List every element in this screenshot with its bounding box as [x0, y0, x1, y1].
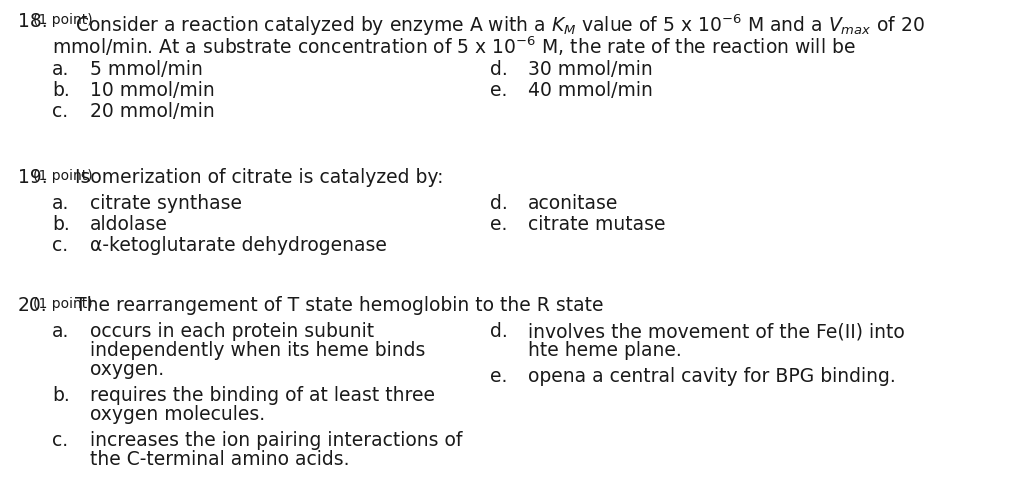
Text: citrate mutase: citrate mutase: [528, 215, 666, 234]
Text: a.: a.: [52, 60, 70, 79]
Text: (1 point): (1 point): [33, 169, 92, 183]
Text: e.: e.: [490, 367, 507, 386]
Text: 18.: 18.: [18, 12, 48, 31]
Text: e.: e.: [490, 215, 507, 234]
Text: (1 point): (1 point): [33, 297, 92, 311]
Text: d.: d.: [490, 322, 508, 341]
Text: d.: d.: [490, 194, 508, 213]
Text: oxygen molecules.: oxygen molecules.: [90, 405, 265, 424]
Text: 40 mmol/min: 40 mmol/min: [528, 81, 653, 100]
Text: independently when its heme binds: independently when its heme binds: [90, 341, 425, 360]
Text: citrate synthase: citrate synthase: [90, 194, 242, 213]
Text: the C-terminal amino acids.: the C-terminal amino acids.: [90, 450, 349, 469]
Text: aldolase: aldolase: [90, 215, 168, 234]
Text: increases the ion pairing interactions of: increases the ion pairing interactions o…: [90, 431, 463, 450]
Text: mmol/min. At a substrate concentration of 5 x 10$^{-6}$ M, the rate of the react: mmol/min. At a substrate concentration o…: [52, 34, 856, 57]
Text: 5 mmol/min: 5 mmol/min: [90, 60, 203, 79]
Text: b.: b.: [52, 386, 70, 405]
Text: c.: c.: [52, 431, 69, 450]
Text: involves the movement of the Fe(II) into: involves the movement of the Fe(II) into: [528, 322, 905, 341]
Text: The rearrangement of T state hemoglobin to the R state: The rearrangement of T state hemoglobin …: [75, 296, 603, 315]
Text: b.: b.: [52, 81, 70, 100]
Text: a.: a.: [52, 194, 70, 213]
Text: c.: c.: [52, 236, 69, 255]
Text: opena a central cavity for BPG binding.: opena a central cavity for BPG binding.: [528, 367, 896, 386]
Text: 19.: 19.: [18, 168, 48, 187]
Text: b.: b.: [52, 215, 70, 234]
Text: (1 point): (1 point): [33, 13, 92, 27]
Text: aconitase: aconitase: [528, 194, 618, 213]
Text: oxygen.: oxygen.: [90, 360, 164, 379]
Text: 20 mmol/min: 20 mmol/min: [90, 102, 215, 121]
Text: 10 mmol/min: 10 mmol/min: [90, 81, 215, 100]
Text: hte heme plane.: hte heme plane.: [528, 341, 682, 360]
Text: Consider a reaction catalyzed by enzyme A with a $K_M$ value of 5 x 10$^{-6}$ M : Consider a reaction catalyzed by enzyme …: [75, 12, 925, 37]
Text: occurs in each protein subunit: occurs in each protein subunit: [90, 322, 374, 341]
Text: e.: e.: [490, 81, 507, 100]
Text: 20.: 20.: [18, 296, 48, 315]
Text: Isomerization of citrate is catalyzed by:: Isomerization of citrate is catalyzed by…: [75, 168, 443, 187]
Text: requires the binding of at least three: requires the binding of at least three: [90, 386, 435, 405]
Text: a.: a.: [52, 322, 70, 341]
Text: 30 mmol/min: 30 mmol/min: [528, 60, 652, 79]
Text: c.: c.: [52, 102, 69, 121]
Text: d.: d.: [490, 60, 508, 79]
Text: α-ketoglutarate dehydrogenase: α-ketoglutarate dehydrogenase: [90, 236, 387, 255]
